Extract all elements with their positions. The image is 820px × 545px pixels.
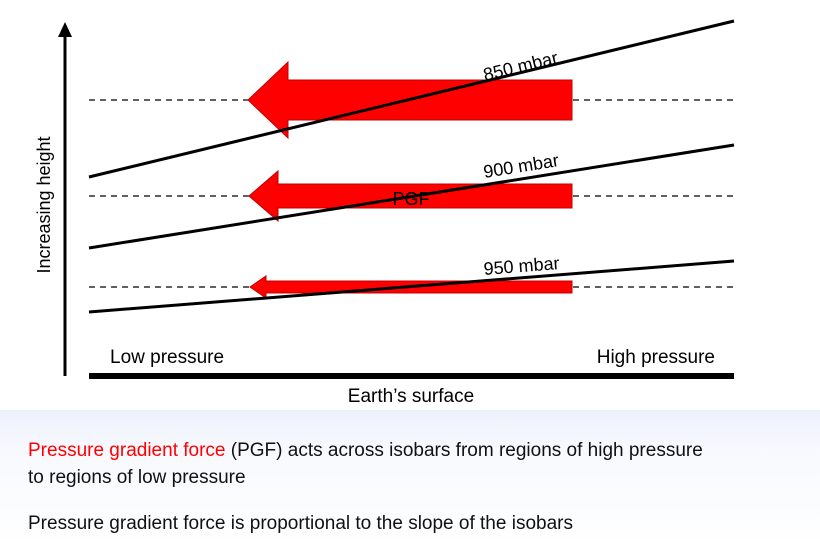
- isobar-850: [88, 19, 735, 179]
- caption-line-2: to regions of low pressure: [28, 467, 246, 488]
- caption-line-1-rest: (PGF) acts across isobars from regions o…: [225, 440, 703, 461]
- caption-line-3: Pressure gradient force is proportional …: [28, 513, 573, 534]
- caption-pgf-term: Pressure gradient force: [28, 440, 226, 461]
- pressure-diagram-svg: 850 mbar 900 mbar 950 mbar PGF Increasin…: [34, 19, 735, 407]
- isobar-900: [88, 143, 735, 250]
- height-axis-arrowhead: [58, 22, 72, 37]
- diagram: 850 mbar 900 mbar 950 mbar PGF Increasin…: [34, 19, 735, 407]
- low-pressure-label: Low pressure: [110, 347, 224, 368]
- isobar-950: [88, 259, 735, 314]
- caption-line-1: Pressure gradient force (PGF) acts acros…: [28, 438, 818, 463]
- earth-surface-label: Earth’s surface: [348, 386, 474, 407]
- isobar-label-900: 900 mbar: [482, 150, 560, 182]
- high-pressure-label: High pressure: [597, 347, 715, 368]
- y-axis-label: Increasing height: [34, 136, 54, 273]
- isobar-label-850: 850 mbar: [481, 48, 560, 85]
- caption-panel: Pressure gradient force (PGF) acts acros…: [0, 410, 820, 545]
- pgf-label: PGF: [392, 189, 429, 209]
